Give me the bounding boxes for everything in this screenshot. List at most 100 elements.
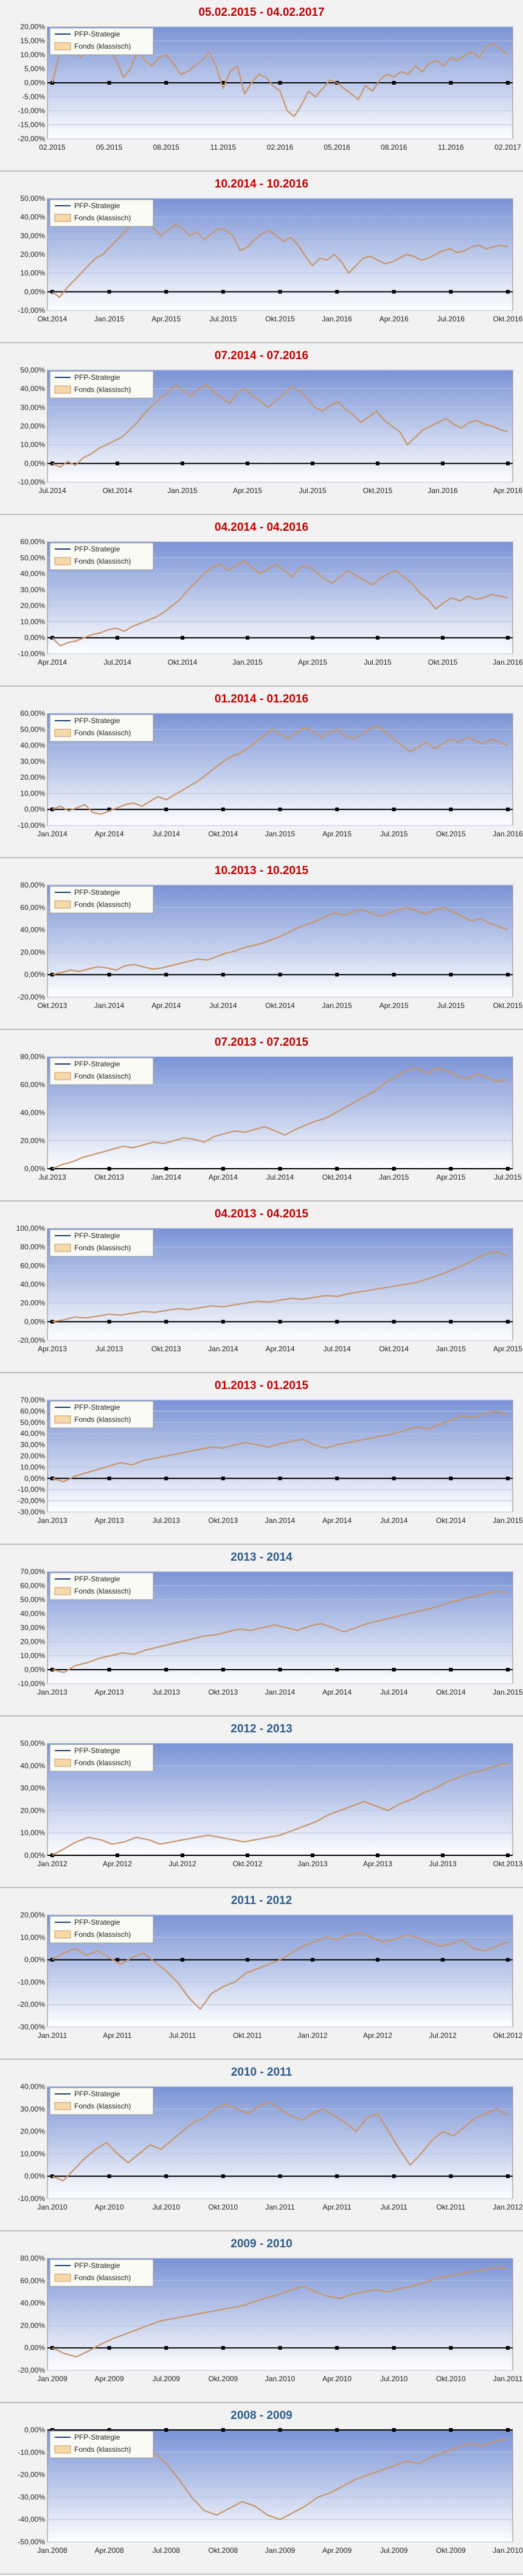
y-tick-label: -30,00% [18,2023,45,2031]
y-tick-label: 40,00% [20,385,45,393]
legend-label: Fonds (klassisch) [74,1244,131,1252]
chart-title: 01.2014 - 01.2016 [215,693,308,705]
chart-svg: 04.2013 - 04.2015 -20,00% 0,00% 20,00% 40,00… [16,1208,523,1353]
pfp-marker [50,1958,54,1962]
pfp-marker [392,81,396,85]
y-tick-label: 10,00% [20,1651,45,1660]
x-tick-label: Jul.2012 [429,2031,457,2040]
x-tick-label: Jul.2014 [38,486,66,495]
y-tick-label: 10,00% [20,1463,45,1471]
x-tick-label: Okt.2014 [265,1001,295,1010]
pfp-marker [506,1476,510,1480]
y-tick-label: 0,00% [24,1956,45,1964]
legend-label: Fonds (klassisch) [74,1072,131,1080]
x-tick-label: Okt.2014 [103,486,133,495]
pfp-marker [441,1853,445,1857]
y-tick-label: 60,00% [20,709,45,718]
chart-title: 2013 - 2014 [230,1551,293,1564]
y-tick-label: -10,00% [18,1485,45,1494]
x-tick-label: Jan.2015 [436,1345,466,1353]
series-line-fonds [52,906,508,976]
y-tick-label: 20,00% [20,1806,45,1815]
x-tick-label: Apr.2015 [233,486,262,495]
x-tick-label: Jan.2013 [37,1688,68,1696]
y-tick-label: -10,00% [18,1679,45,1688]
x-tick-label: Jan.2012 [493,2203,523,2211]
x-tick-label: Okt.2009 [209,2375,238,2383]
x-tick-label: Jan.2010 [265,2375,296,2383]
legend-symbol-fonds [54,1759,71,1767]
chart-title: 07.2013 - 07.2015 [215,1036,309,1049]
pfp-marker [392,1668,396,1671]
pfp-marker [50,2346,54,2350]
y-tick-label: 30,00% [20,586,45,594]
legend-symbol-fonds [54,1930,71,1939]
y-tick-label: 40,00% [20,741,45,750]
y-tick-label: 60,00% [20,1080,45,1089]
chart-title: 2011 - 2012 [231,1894,292,1907]
chart-title: 2010 - 2011 [231,2066,293,2079]
x-tick-label: Apr.2013 [363,1860,392,1868]
pfp-marker [221,1167,225,1171]
x-tick-label: Apr.2011 [323,2203,352,2211]
y-tick-label: -20,00% [18,2366,45,2375]
legend-label: Fonds (klassisch) [74,2102,131,2110]
legend-symbol-fonds [54,1415,71,1424]
pfp-marker [107,290,111,294]
x-tick-label: Jul.2014 [209,1001,237,1010]
legend-box [49,1229,154,1257]
chart-panel: 2008 - 2009 -50,00% -40,00% -30,00% -20,00% -… [0,2403,523,2575]
legend-label: PFP-Strategie [74,888,120,897]
x-tick-label: Apr.2014 [95,830,124,838]
x-tick-label: 08.2016 [381,143,407,152]
x-tick-label: Jan.2015 [493,1688,523,1696]
pfp-marker [335,2346,339,2350]
pfp-marker [449,1476,453,1480]
x-tick-label: Okt.2015 [363,486,393,495]
x-tick-label: Jul.2010 [380,2375,408,2383]
x-tick-label: Okt.2014 [38,315,68,323]
x-tick-label: Jan.2015 [379,1173,409,1181]
pfp-marker [441,635,445,640]
chart-title: 10.2014 - 10.2016 [215,178,308,191]
x-tick-label: Okt.2009 [436,2546,466,2555]
legend-label: PFP-Strategie [74,1231,120,1240]
x-tick-label: Jan.2014 [94,1001,125,1010]
legend-label: Fonds (klassisch) [74,729,131,737]
x-tick-label: Okt.2013 [209,1688,238,1696]
pfp-marker [50,807,54,811]
pfp-marker [506,1958,510,1962]
legend-label: PFP-Strategie [74,2090,120,2098]
chart-panel: 2011 - 2012 -30,00% -20,00% -10,00% 0,00% 10,… [0,1888,523,2060]
chart-svg: 2011 - 2012 -30,00% -20,00% -10,00% 0,00% 10,… [18,1894,522,2040]
x-tick-label: Jan.2014 [208,1345,238,1353]
pfp-marker [107,1320,111,1324]
x-tick-label: Okt.2011 [233,2031,262,2040]
y-tick-label: 30,00% [20,2105,45,2113]
x-tick-label: Apr.2012 [363,2031,392,2040]
pfp-marker [116,461,119,466]
y-tick-label: 5,00% [24,65,45,73]
x-tick-label: Apr.2014 [151,1001,181,1010]
x-tick-label: Jul.2010 [153,2203,181,2211]
pfp-marker [392,2174,396,2179]
pfp-marker [278,2346,282,2350]
y-tick-label: 20,00% [20,1136,45,1145]
legend-symbol-fonds [54,1244,71,1252]
chart-svg: 01.2014 - 01.2016 -10,00% 0,00% 10,00% 20,00… [18,693,523,838]
y-tick-label: 0,00% [24,2172,45,2180]
y-tick-label: 50,00% [20,553,45,562]
pfp-marker [335,1167,339,1171]
pfp-marker [246,1958,249,1962]
x-tick-label: Jul.2015 [380,830,408,838]
x-tick-label: Jan.2011 [493,2375,523,2383]
x-tick-label: Apr.2012 [103,1860,132,1868]
legend-box [49,1401,154,1429]
x-tick-label: Apr.2014 [265,1345,294,1353]
y-tick-label: -20,00% [18,1497,45,1505]
chart-panel: 01.2013 - 01.2015 -30,00% -20,00% -10,00% 0,… [0,1373,523,1545]
y-tick-label: 60,00% [20,1261,45,1270]
y-tick-label: -10,00% [18,306,45,315]
pfp-marker [116,1958,119,1962]
